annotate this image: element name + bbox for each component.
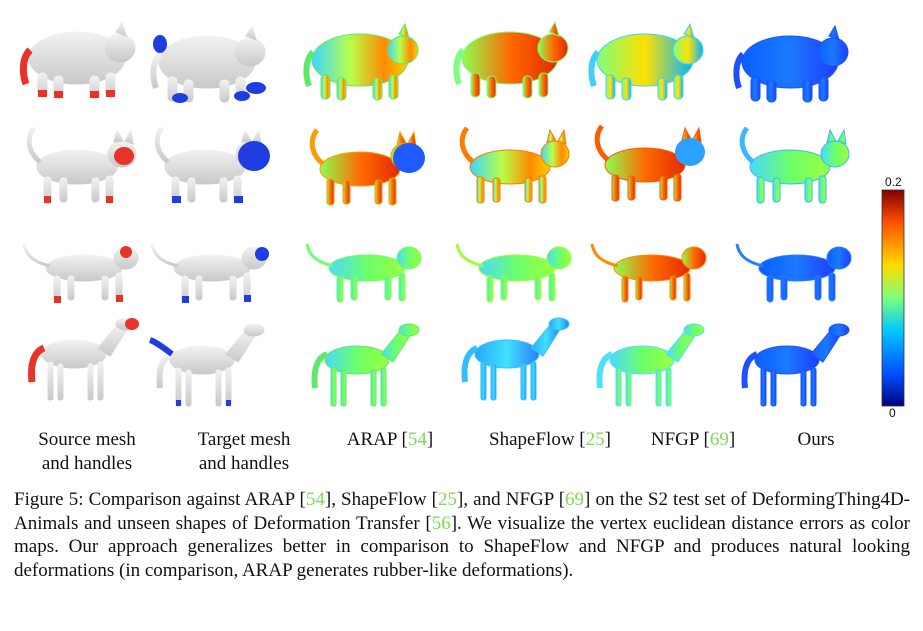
lion-shapeflow	[455, 242, 573, 304]
pig-nfgp	[591, 24, 703, 100]
pig-source-mesh	[19, 22, 135, 98]
row-lion	[22, 242, 853, 304]
horse-source-mesh	[28, 318, 139, 400]
ref-link[interactable]: 56	[431, 512, 451, 534]
cat-arap	[312, 130, 425, 205]
pig-shapeflow	[456, 22, 568, 98]
colorbar-max-label: 0.2	[885, 175, 902, 189]
cat-ours	[742, 128, 849, 203]
horse-arap	[315, 324, 420, 406]
figure-caption: Figure 5: Comparison against ARAP [54], …	[14, 489, 910, 581]
col-label-arap: ARAP [54]	[346, 429, 434, 450]
lion-target-mesh	[150, 242, 269, 304]
horse-target-mesh	[148, 324, 264, 406]
horse-nfgp	[600, 324, 705, 406]
horse-ours	[745, 324, 850, 406]
col-label-nfgp: NFGP [69]	[650, 429, 736, 450]
row-pig	[19, 22, 848, 103]
ref-link[interactable]: 25	[438, 489, 457, 510]
lion-arap	[305, 242, 423, 304]
colorbar	[881, 189, 905, 407]
row-horse	[28, 318, 850, 406]
ref-link[interactable]: 69	[565, 489, 585, 510]
cat-nfgp	[597, 126, 705, 201]
row-cat	[29, 126, 849, 205]
cat-source-mesh	[29, 128, 136, 203]
col-label-source: Source mesh and handles	[38, 429, 136, 474]
shape-grid	[19, 0, 905, 420]
pig-ours	[736, 26, 848, 102]
col-label-shapeflow: ShapeFlow [25]	[489, 429, 611, 450]
lion-source-mesh	[22, 242, 140, 304]
col-label-ours: Ours	[797, 429, 835, 450]
lion-ours	[735, 242, 853, 304]
pig-target-mesh	[153, 26, 266, 103]
pig-arap	[306, 24, 418, 100]
cat-target-mesh	[157, 128, 270, 203]
lion-nfgp	[590, 242, 708, 304]
colorbar-min-label: 0	[889, 406, 896, 420]
ref-link[interactable]: 54	[305, 489, 325, 510]
col-label-target: Target mesh and handles	[197, 429, 291, 474]
horse-shapeflow	[465, 318, 570, 400]
cat-shapeflow	[462, 128, 569, 203]
